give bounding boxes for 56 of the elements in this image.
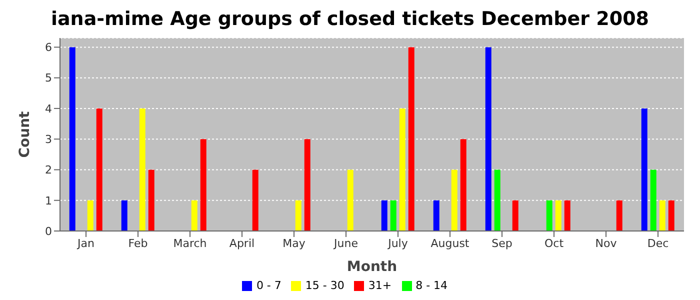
y-tick-label: 1 bbox=[45, 194, 52, 208]
x-tick-label: Sep bbox=[492, 236, 512, 250]
x-tick-label: Nov bbox=[595, 236, 618, 250]
y-tick-label: 0 bbox=[45, 224, 52, 238]
bar bbox=[408, 47, 414, 231]
legend-label: 0 - 7 bbox=[256, 279, 282, 292]
x-tick-label: Jan bbox=[76, 236, 94, 250]
bar bbox=[668, 200, 674, 231]
bar bbox=[433, 200, 440, 231]
legend-label: 31+ bbox=[368, 279, 392, 292]
bar bbox=[616, 200, 622, 231]
legend-label: 15 - 30 bbox=[305, 279, 344, 292]
bar bbox=[295, 200, 302, 231]
y-tick-label: 5 bbox=[45, 72, 52, 85]
bar bbox=[148, 170, 154, 231]
legend-label: 8 - 14 bbox=[416, 279, 448, 292]
bar bbox=[546, 200, 552, 231]
bar bbox=[451, 170, 458, 231]
x-tick-label: June bbox=[333, 236, 358, 250]
bar bbox=[399, 108, 406, 231]
x-tick-label: Oct bbox=[544, 236, 564, 250]
bar bbox=[650, 170, 656, 231]
bar bbox=[347, 170, 354, 231]
bar bbox=[485, 47, 492, 231]
x-tick-label: April bbox=[229, 236, 255, 250]
bar bbox=[390, 200, 396, 231]
chart-title: iana-mime Age groups of closed tickets December 2008 bbox=[50, 8, 650, 32]
x-tick-label: Dec bbox=[647, 236, 669, 250]
bar bbox=[96, 108, 102, 231]
x-tick-label: March bbox=[173, 236, 207, 250]
bar bbox=[460, 139, 466, 231]
x-tick-label: Feb bbox=[128, 236, 148, 250]
y-tick-label: 2 bbox=[45, 164, 52, 177]
bar bbox=[494, 170, 500, 231]
bar bbox=[191, 200, 198, 231]
bar bbox=[641, 108, 648, 231]
bar bbox=[139, 108, 146, 231]
x-tick-label: May bbox=[282, 236, 306, 250]
bar bbox=[555, 200, 562, 231]
bar bbox=[304, 139, 310, 231]
bar bbox=[564, 200, 570, 231]
x-axis-title: Month bbox=[346, 259, 398, 275]
bar bbox=[121, 200, 128, 231]
bar bbox=[381, 200, 388, 231]
bar bbox=[252, 170, 258, 231]
y-axis-title: Count bbox=[16, 110, 33, 158]
bar bbox=[659, 200, 666, 231]
bar bbox=[69, 47, 76, 231]
bar bbox=[87, 200, 94, 231]
y-tick-label: 3 bbox=[45, 133, 52, 146]
x-tick-label: July bbox=[387, 236, 408, 250]
y-tick-label: 4 bbox=[45, 102, 52, 116]
x-tick-label: August bbox=[430, 236, 470, 250]
bar bbox=[512, 200, 518, 231]
bar bbox=[200, 139, 206, 231]
y-tick-label: 6 bbox=[45, 41, 52, 54]
